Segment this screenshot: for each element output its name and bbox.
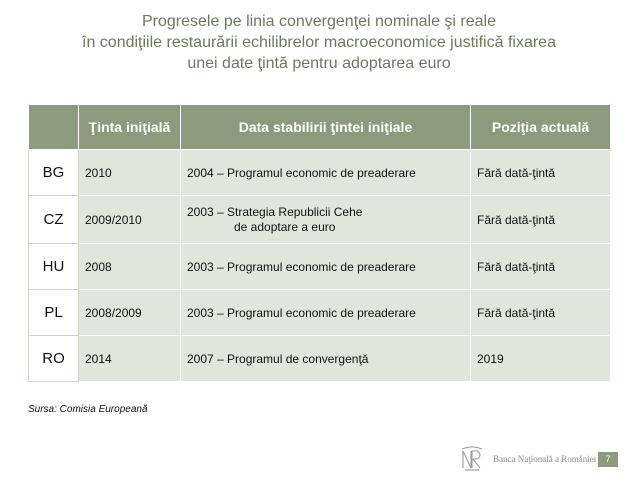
header-target: Ţinta iniţială bbox=[78, 104, 181, 150]
target-cell: 2014 bbox=[78, 335, 181, 382]
slide-title: Progresele pe linia convergenţei nominal… bbox=[30, 11, 608, 74]
table-row: CZ 2009/2010 2003 – Strategia Republicii… bbox=[28, 195, 611, 244]
country-code: RO bbox=[28, 335, 79, 382]
euro-target-table: Ţinta iniţială Data stabilirii ţintei in… bbox=[28, 104, 611, 382]
title-line-1: Progresele pe linia convergenţei nominal… bbox=[142, 13, 496, 30]
target-cell: 2008 bbox=[78, 243, 181, 290]
table-header-row: Ţinta iniţială Data stabilirii ţintei in… bbox=[28, 104, 611, 150]
target-cell: 2008/2009 bbox=[78, 289, 181, 336]
current-cell: Fără dată-ţintă bbox=[470, 243, 611, 290]
date-set-cell: 2003 – Programul economic de preaderare bbox=[180, 243, 471, 290]
country-code: PL bbox=[28, 289, 79, 336]
title-line-2: în condiţiile restaurării echilibrelor m… bbox=[82, 34, 556, 51]
date-set-line-2: de adoptare a euro bbox=[234, 220, 336, 234]
slide-footer: Banca Naţională a României 7 bbox=[455, 446, 625, 472]
table-row: HU 2008 2003 – Programul economic de pre… bbox=[28, 243, 611, 290]
table-row: PL 2008/2009 2003 – Programul economic d… bbox=[28, 289, 611, 336]
source-note: Sursa: Comisia Europeană bbox=[28, 404, 148, 415]
header-current: Poziţia actuală bbox=[470, 104, 611, 150]
header-code bbox=[28, 104, 79, 150]
country-code: CZ bbox=[28, 195, 79, 244]
table-row: BG 2010 2004 – Programul economic de pre… bbox=[28, 149, 611, 196]
current-cell: Fără dată-ţintă bbox=[470, 149, 611, 196]
target-cell: 2010 bbox=[78, 149, 181, 196]
target-cell: 2009/2010 bbox=[78, 195, 181, 244]
title-line-3: unei date ţintă pentru adoptarea euro bbox=[187, 55, 451, 72]
date-set-cell: 2003 – Strategia Republicii Cehe de adop… bbox=[180, 195, 471, 244]
date-set-cell: 2004 – Programul economic de preaderare bbox=[180, 149, 471, 196]
current-cell: Fără dată-ţintă bbox=[470, 289, 611, 336]
date-set-cell: 2007 – Programul de convergenţă bbox=[180, 335, 471, 382]
date-set-line-1: 2003 – Strategia Republicii Cehe bbox=[187, 205, 363, 219]
date-set-cell: 2003 – Programul economic de preaderare bbox=[180, 289, 471, 336]
current-cell: Fără dată-ţintă bbox=[470, 195, 611, 244]
current-cell: 2019 bbox=[470, 335, 611, 382]
bank-name: Banca Naţională a României bbox=[493, 454, 597, 464]
bnr-monogram-icon bbox=[461, 446, 483, 471]
header-date-set: Data stabilirii ţintei iniţiale bbox=[180, 104, 471, 150]
country-code: BG bbox=[28, 149, 79, 196]
country-code: HU bbox=[28, 243, 79, 290]
page-number: 7 bbox=[598, 452, 618, 467]
table-row: RO 2014 2007 – Programul de convergenţă … bbox=[28, 335, 611, 382]
